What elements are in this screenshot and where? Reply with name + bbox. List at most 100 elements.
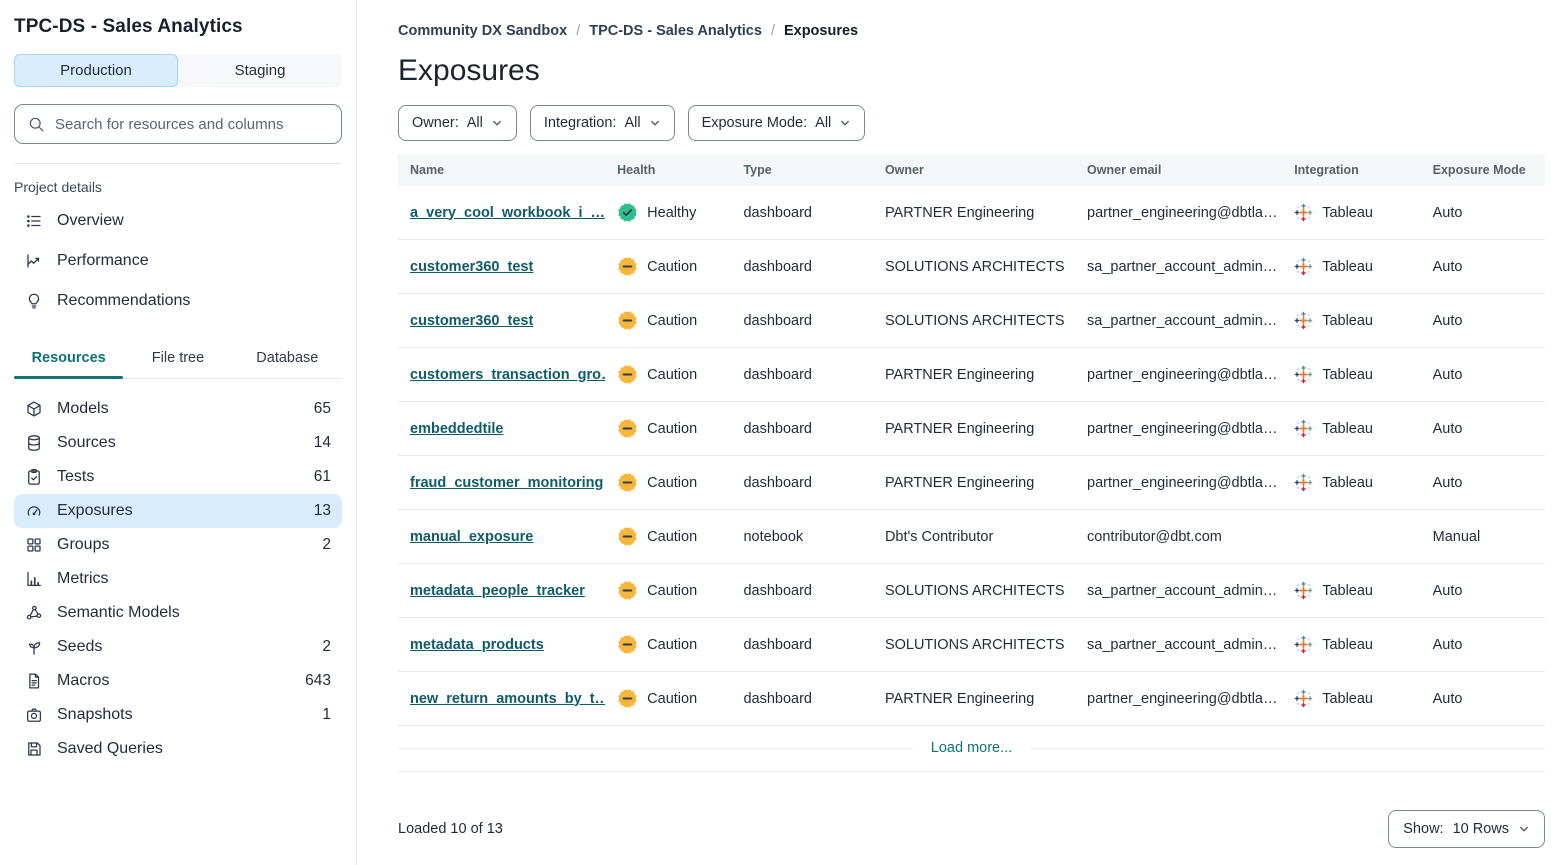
sidebar-item-label: Performance [57,252,149,269]
exposure-name-link[interactable]: embeddedtile [410,420,504,437]
owner-email-cell: sa_partner_account_admin… [1075,239,1283,294]
health-label: Caution [647,312,698,329]
tableau-icon [1294,635,1313,654]
integration-label: Tableau [1322,204,1373,221]
resource-label: Metrics [57,570,109,587]
breadcrumb-item-tpc-ds-sales-analytics[interactable]: TPC-DS - Sales Analytics [589,23,762,39]
show-value: 10 Rows [1452,821,1509,837]
clipboard-check-icon [25,468,43,486]
breadcrumb-item-community-dx-sandbox[interactable]: Community DX Sandbox [398,23,568,39]
sidebar-item-tests[interactable]: Tests 61 [14,460,342,494]
loaded-count-text: Loaded 10 of 13 [398,821,503,837]
sidebar-item-exposures[interactable]: Exposures 13 [14,494,342,528]
column-header-exposure-mode[interactable]: Exposure Mode [1420,154,1545,186]
column-header-health[interactable]: Health [605,154,732,186]
filter-value: All [815,115,832,131]
column-header-integration[interactable]: Integration [1282,154,1421,186]
breadcrumb-separator: / [770,23,775,39]
show-label: Show: [1403,821,1444,837]
filter-exposure-mode[interactable]: Exposure Mode: All [687,105,866,141]
exposures-table: Name Health Type Owner Owner email Integratio… [398,154,1545,726]
cube-icon [25,400,43,418]
sidebar-item-label: Recommendations [57,292,191,309]
env-tab-staging[interactable]: Staging [234,62,286,79]
resource-count: 643 [305,672,331,689]
resource-count: 65 [313,400,331,417]
resource-count: 2 [322,638,331,655]
caution-badge-icon [617,310,638,331]
tab-resources[interactable]: Resources [14,341,124,379]
owner-email-cell: partner_engineering@dbtla… [1075,186,1283,240]
sidebar-item-performance[interactable]: Performance [14,241,342,281]
sidebar-item-recommendations[interactable]: Recommendations [14,281,342,321]
resource-list: Models 65 Sources 14 Tests 61 Exposures … [14,392,342,766]
exposure-name-link[interactable]: metadata_people_tracker [410,582,585,599]
breadcrumb: Community DX Sandbox / TPC-DS - Sales Anal… [398,23,1545,39]
table-footer: Loaded 10 of 13 Show: 10 Rows [398,810,1545,848]
resource-count: 2 [322,536,331,553]
exposure-name-link[interactable]: manual_exposure [410,528,534,545]
column-header-type[interactable]: Type [731,154,873,186]
env-tab-production[interactable]: Production [14,54,178,87]
sidebar-item-semantic-models[interactable]: Semantic Models [14,596,342,630]
sidebar-item-seeds[interactable]: Seeds 2 [14,630,342,664]
sidebar-item-saved-queries[interactable]: Saved Queries [14,732,342,766]
owner-cell: SOLUTIONS ARCHITECTS [872,617,1076,672]
integration-label: Tableau [1322,258,1373,275]
project-details-label: Project details [14,179,102,195]
project-title: TPC-DS - Sales Analytics [14,16,243,37]
tableau-icon [1294,311,1313,330]
column-header-name[interactable]: Name [398,154,606,186]
exposure-name-link[interactable]: a_very_cool_workbook_i_… [410,204,606,221]
type-cell: dashboard [731,455,873,510]
sidebar-item-macros[interactable]: Macros 643 [14,664,342,698]
load-more-section: Load more... [398,726,1545,772]
sidebar-item-groups[interactable]: Groups 2 [14,528,342,562]
type-cell: notebook [731,509,873,564]
sidebar-item-models[interactable]: Models 65 [14,392,342,426]
filter-label: Owner: [412,115,459,131]
owner-email-cell: partner_engineering@dbtla… [1075,671,1283,726]
tab-database[interactable]: Database [256,350,319,366]
integration-label: Tableau [1322,690,1373,707]
tab-file-tree[interactable]: File tree [151,350,205,366]
owner-email-cell: sa_partner_account_admin… [1075,617,1283,672]
exposure-name-link[interactable]: customers_transaction_gro… [410,366,606,383]
column-header-owner[interactable]: Owner [872,154,1076,186]
column-header-owner-email[interactable]: Owner email [1075,154,1283,186]
health-label: Caution [647,366,698,383]
type-cell: dashboard [731,347,873,402]
owner-cell: SOLUTIONS ARCHITECTS [872,293,1076,348]
resource-label: Models [57,400,109,417]
resource-label: Macros [57,672,110,689]
page-title: Exposures [398,54,540,87]
sidebar-item-metrics[interactable]: Metrics [14,562,342,596]
exposure-name-link[interactable]: customer360_test [410,258,534,275]
filter-owner[interactable]: Owner: All [398,105,517,141]
search-box[interactable] [14,104,342,144]
search-input[interactable] [55,115,329,133]
exposure-mode-cell: Manual [1420,509,1545,564]
caution-badge-icon [617,418,638,439]
health-label: Caution [647,420,698,437]
breadcrumb-item-exposures: Exposures [783,23,859,39]
type-cell: dashboard [731,401,873,456]
owner-email-cell: sa_partner_account_admin… [1075,563,1283,618]
exposure-name-link[interactable]: fraud_customer_monitoring [410,474,604,491]
health-label: Caution [647,474,698,491]
show-rows-dropdown[interactable]: Show: 10 Rows [1388,810,1545,848]
load-more-link[interactable]: Load more... [930,740,1013,756]
tableau-icon [1294,365,1313,384]
exposure-name-link[interactable]: metadata_products [410,636,544,653]
exposure-name-link[interactable]: new_return_amounts_by_t… [410,690,606,707]
integration-label: Tableau [1322,474,1373,491]
sidebar-item-overview[interactable]: Overview [14,201,342,241]
sidebar-item-snapshots[interactable]: Snapshots 1 [14,698,342,732]
filter-integration[interactable]: Integration: All [529,105,675,141]
sidebar-item-sources[interactable]: Sources 14 [14,426,342,460]
bar-chart-icon [25,570,43,588]
sidebar: TPC-DS - Sales Analytics Production Stagi… [0,0,357,865]
exposure-name-link[interactable]: customer360_test [410,312,534,329]
resource-label: Tests [57,468,95,485]
resource-count: 1 [322,706,331,723]
